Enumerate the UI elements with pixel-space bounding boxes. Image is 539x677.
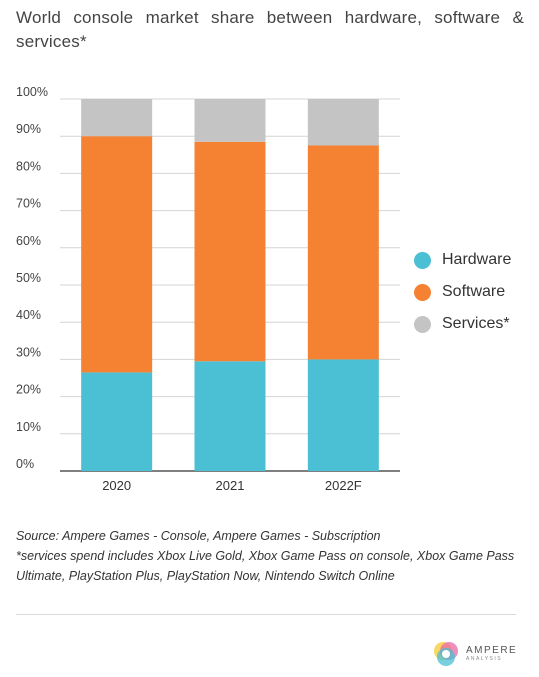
legend-item-software: Software <box>414 276 511 308</box>
y-tick-label: 40% <box>16 308 41 322</box>
y-tick-label: 80% <box>16 159 41 173</box>
bar-segment-hardware <box>194 361 266 471</box>
legend-swatch-software <box>414 283 431 301</box>
y-tick-label: 30% <box>16 345 41 359</box>
x-tick-label: 2020 <box>102 478 131 493</box>
x-tick-label: 2022F <box>325 478 362 493</box>
ampere-logo-icon <box>434 642 458 666</box>
logo-sub: ANALYSIS <box>466 656 503 662</box>
stacked-bar-chart: 0% 10% 20% 30% 40% 50% 60% 70% 80% 90% 100% 2020 202… <box>16 85 400 493</box>
chart-legend: Hardware Software Services* <box>414 244 511 340</box>
y-tick-label: 90% <box>16 122 41 136</box>
logo-name: AMPERE <box>466 645 518 656</box>
legend-label-hardware: Hardware <box>442 251 512 268</box>
y-tick-label: 10% <box>16 420 41 434</box>
y-tick-label: 0% <box>16 457 34 471</box>
chart-notes: Source: Ampere Games - Console, Ampere G… <box>16 526 526 586</box>
bar-segment-software <box>307 145 379 360</box>
legend-swatch-services <box>414 315 431 333</box>
bar-segment-services <box>81 99 153 137</box>
footnote: *services spend includes Xbox Live Gold,… <box>16 549 515 583</box>
bar-segment-hardware <box>307 359 379 471</box>
y-tick-label: 60% <box>16 234 41 248</box>
chart-title: World console market share between hardw… <box>16 8 524 51</box>
legend-item-services: Services* <box>414 308 511 340</box>
legend-item-hardware: Hardware <box>414 244 511 276</box>
divider <box>16 614 516 615</box>
source-note: Source: Ampere Games - Console, Ampere G… <box>16 529 381 543</box>
ampere-analysis-logo: AMPERE ANALYSIS <box>432 640 517 668</box>
legend-label-services: Services* <box>442 315 510 332</box>
bar-segment-services <box>194 99 266 142</box>
y-tick-label: 50% <box>16 271 41 285</box>
legend-label-software: Software <box>442 283 506 300</box>
legend-swatch-hardware <box>414 251 431 269</box>
x-tick-label: 2021 <box>216 478 245 493</box>
bar-segment-software <box>194 141 266 362</box>
y-tick-label: 70% <box>16 197 41 211</box>
y-tick-label: 100% <box>16 85 48 99</box>
bar-segment-services <box>307 99 379 146</box>
bar-segment-software <box>81 136 153 373</box>
y-tick-label: 20% <box>16 383 41 397</box>
bar-segment-hardware <box>81 372 153 471</box>
